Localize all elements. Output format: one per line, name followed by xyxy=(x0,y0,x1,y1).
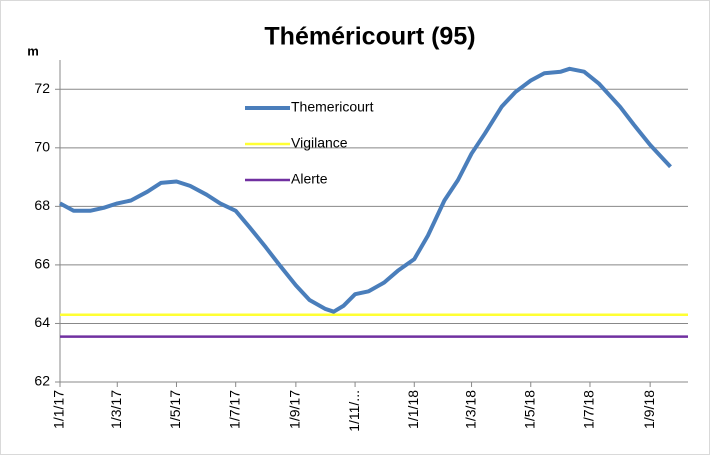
chart-title: Théméricourt (95) xyxy=(264,23,475,51)
x-tick-label: 1/5/17 xyxy=(167,390,183,429)
x-tick-label: 1/9/18 xyxy=(641,390,657,429)
y-tick-label: 70 xyxy=(34,139,50,155)
y-tick-label: 64 xyxy=(34,314,50,330)
y-tick-label: 72 xyxy=(34,80,50,96)
x-tick-label: 1/3/18 xyxy=(462,390,478,429)
x-tick-label: 1/11/... xyxy=(346,390,362,432)
x-tick-label: 1/5/18 xyxy=(521,390,537,429)
series-line xyxy=(59,66,672,314)
y-tick-label: 66 xyxy=(34,256,50,272)
legend-label: Vigilance xyxy=(291,135,348,151)
x-tick-label: 1/1/18 xyxy=(405,390,421,429)
legend-label: Alerte xyxy=(291,171,328,187)
x-tick-label: 1/9/17 xyxy=(287,390,303,429)
legend-label: Themericourt xyxy=(291,99,374,115)
y-axis-label: m xyxy=(27,43,39,58)
x-tick-label: 1/1/17 xyxy=(51,390,67,429)
x-tick-label: 1/7/18 xyxy=(581,390,597,429)
y-tick-label: 62 xyxy=(34,373,50,389)
x-tick-label: 1/7/17 xyxy=(226,390,242,429)
x-tick-label: 1/3/17 xyxy=(108,390,124,429)
y-tick-label: 68 xyxy=(34,197,50,213)
